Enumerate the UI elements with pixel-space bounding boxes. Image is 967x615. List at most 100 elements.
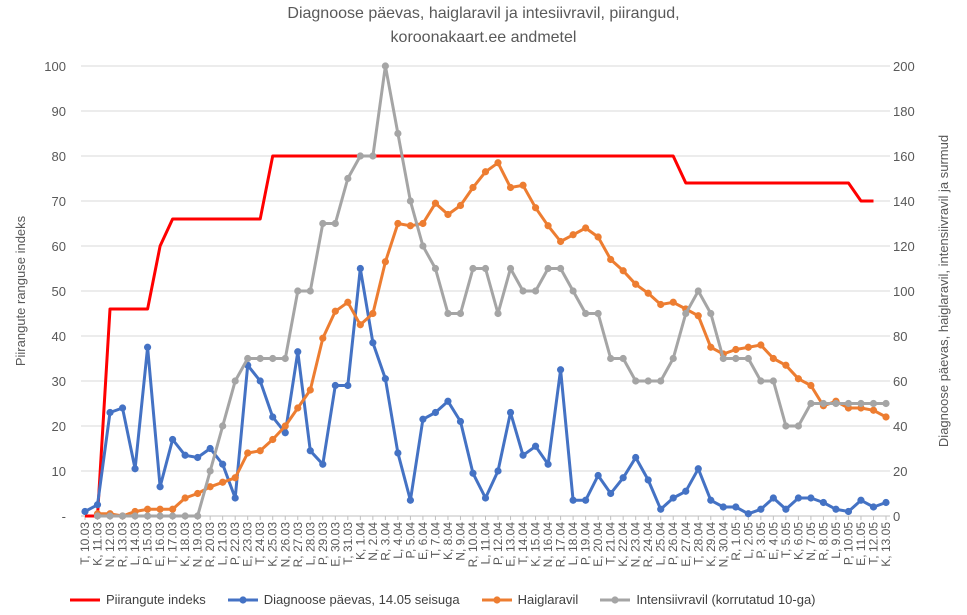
data-point-diagnoose-p-evas-14-05-seisuga (719, 503, 727, 511)
x-tick-label: L, 21.03 (216, 522, 230, 566)
y-left-tick-label: 90 (52, 104, 66, 119)
data-point-haiglaravil (181, 494, 189, 502)
data-point-intensiivravil-korrutatud-10-ga (244, 354, 252, 363)
x-tick-label: L, 9.05 (829, 522, 843, 559)
x-tick-label: T, 10.03 (78, 522, 92, 565)
data-point-intensiivravil-korrutatud-10-ga (707, 309, 715, 318)
series-line-haiglaravil (97, 161, 887, 518)
data-point-intensiivravil-korrutatud-10-ga (632, 377, 640, 385)
data-point-intensiivravil-korrutatud-10-ga (719, 354, 727, 363)
data-point-intensiivravil-korrutatud-10-ga (819, 399, 828, 408)
series-line-piirangute-indeks (85, 154, 874, 518)
data-point-intensiivravil-korrutatud-10-ga (594, 309, 602, 318)
data-point-diagnoose-p-evas-14-05-seisuga (169, 435, 177, 444)
data-point-diagnoose-p-evas-14-05-seisuga (757, 505, 765, 513)
data-point-diagnoose-p-evas-14-05-seisuga (632, 453, 640, 462)
y-right-tick-label: 120 (893, 239, 915, 254)
y-left-tick-label: 70 (52, 194, 66, 209)
x-tick-label: R, 8.05 (816, 522, 830, 561)
data-point-intensiivravil-korrutatud-10-ga (356, 152, 364, 160)
y-left-tick-label: 80 (52, 149, 66, 164)
data-point-intensiivravil-korrutatud-10-ga (194, 512, 202, 520)
x-tick-label: E, 20.04 (591, 522, 605, 567)
legend-label: Diagnoose päevas, 14.05 seisuga (263, 592, 460, 607)
data-point-diagnoose-p-evas-14-05-seisuga (444, 397, 452, 405)
legend-item: Intensiivravil (korrutatud 10-ga) (600, 592, 816, 607)
data-point-intensiivravil-korrutatud-10-ga (294, 287, 302, 295)
x-tick-label: N, 16.04 (541, 522, 555, 568)
x-tick-label: K, 8.04 (441, 522, 455, 560)
data-point-haiglaravil (306, 386, 314, 394)
x-tick-label: P, 29.03 (316, 522, 330, 565)
data-point-haiglaravil (231, 474, 239, 482)
line-chart: Piirangute ranguse indeks Diagnoose päev… (13, 59, 951, 568)
data-point-intensiivravil-korrutatud-10-ga (807, 399, 815, 408)
data-point-intensiivravil-korrutatud-10-ga (256, 354, 264, 363)
y-right-tick-label: 180 (893, 104, 915, 119)
data-point-intensiivravil-korrutatud-10-ga (106, 512, 114, 520)
data-point-diagnoose-p-evas-14-05-seisuga (118, 404, 127, 412)
data-point-intensiivravil-korrutatud-10-ga (169, 512, 177, 520)
data-point-diagnoose-p-evas-14-05-seisuga (794, 494, 802, 502)
x-tick-label: T, 12.05 (866, 522, 880, 565)
data-point-haiglaravil (769, 354, 777, 363)
data-point-haiglaravil (156, 505, 164, 513)
data-point-diagnoose-p-evas-14-05-seisuga (481, 494, 490, 502)
data-point-diagnoose-p-evas-14-05-seisuga (256, 377, 264, 385)
y-right-tick-label: 80 (893, 329, 907, 344)
x-tick-label: K, 15.04 (529, 522, 543, 567)
data-point-intensiivravil-korrutatud-10-ga (582, 309, 590, 318)
x-tick-label: L, 28.03 (303, 522, 317, 566)
chart-title-line1: Diagnoose päevas, haiglaravil ja intesii… (287, 5, 680, 22)
data-point-intensiivravil-korrutatud-10-ga (206, 467, 214, 475)
data-point-diagnoose-p-evas-14-05-seisuga (319, 460, 327, 468)
y-left-tick-label: 30 (52, 374, 66, 389)
data-point-haiglaravil (519, 181, 527, 189)
data-point-diagnoose-p-evas-14-05-seisuga (93, 501, 102, 509)
data-point-diagnoose-p-evas-14-05-seisuga (819, 498, 828, 507)
data-point-haiglaravil (244, 449, 252, 457)
legend-label: Intensiivravil (korrutatud 10-ga) (636, 592, 816, 607)
data-point-haiglaravil (531, 204, 540, 212)
data-point-diagnoose-p-evas-14-05-seisuga (494, 467, 502, 475)
y-right-tick-label: 60 (893, 374, 907, 389)
data-point-intensiivravil-korrutatud-10-ga (556, 264, 565, 273)
x-tick-label: L, 2.05 (741, 522, 755, 559)
y-right-tick-label: 200 (893, 59, 915, 74)
x-tick-label: E, 16.03 (153, 522, 167, 567)
data-point-haiglaravil (569, 231, 577, 239)
data-point-intensiivravil-korrutatud-10-ga (319, 219, 327, 228)
data-point-intensiivravil-korrutatud-10-ga (857, 399, 865, 408)
data-point-diagnoose-p-evas-14-05-seisuga (594, 471, 602, 480)
data-point-diagnoose-p-evas-14-05-seisuga (381, 375, 389, 383)
data-point-intensiivravil-korrutatud-10-ga (769, 377, 777, 385)
x-tick-label: L, 25.04 (654, 522, 668, 566)
data-point-haiglaravil (406, 222, 415, 230)
data-point-intensiivravil-korrutatud-10-ga (757, 377, 765, 385)
legend-swatch-icon (481, 595, 512, 604)
data-point-diagnoose-p-evas-14-05-seisuga (194, 453, 202, 462)
data-point-diagnoose-p-evas-14-05-seisuga (556, 366, 565, 374)
data-point-diagnoose-p-evas-14-05-seisuga (782, 505, 790, 513)
data-point-haiglaravil (556, 237, 565, 246)
x-tick-label: L, 18.04 (566, 522, 580, 566)
data-point-intensiivravil-korrutatud-10-ga (131, 512, 139, 520)
x-tick-label: N, 12.03 (103, 522, 117, 568)
data-point-diagnoose-p-evas-14-05-seisuga (544, 460, 552, 468)
data-point-intensiivravil-korrutatud-10-ga (231, 377, 239, 385)
data-point-haiglaravil (869, 406, 878, 414)
legend-label: Piirangute indeks (106, 592, 206, 607)
data-point-intensiivravil-korrutatud-10-ga (794, 422, 802, 430)
data-point-intensiivravil-korrutatud-10-ga (431, 264, 440, 273)
data-point-haiglaravil (431, 199, 440, 207)
data-point-diagnoose-p-evas-14-05-seisuga (181, 451, 189, 459)
data-point-intensiivravil-korrutatud-10-ga (607, 354, 615, 363)
data-point-haiglaravil (782, 361, 790, 369)
data-point-haiglaravil (632, 280, 640, 288)
data-point-intensiivravil-korrutatud-10-ga (406, 197, 415, 205)
data-point-intensiivravil-korrutatud-10-ga (669, 354, 677, 363)
data-point-haiglaravil (506, 183, 515, 192)
data-point-haiglaravil (657, 300, 665, 309)
data-point-intensiivravil-korrutatud-10-ga (569, 287, 577, 295)
x-tick-label: N, 23.04 (629, 522, 643, 568)
